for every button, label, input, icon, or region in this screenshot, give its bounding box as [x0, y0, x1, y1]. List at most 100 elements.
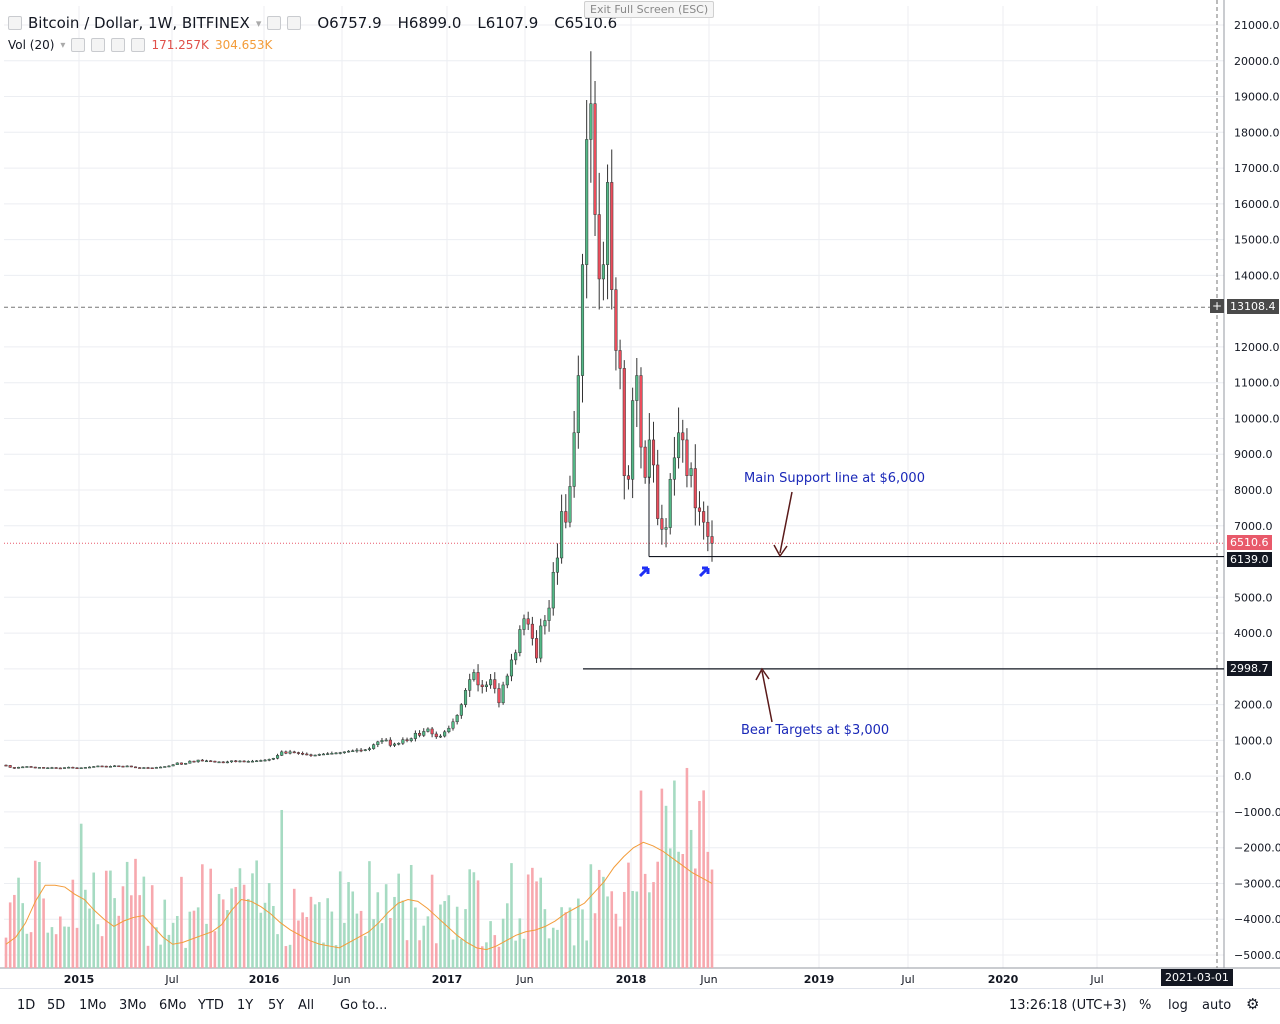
range-ytd-button[interactable]: YTD: [198, 998, 224, 1013]
settings-icon[interactable]: [267, 16, 282, 30]
volume-bar: [54, 934, 58, 968]
gear-icon[interactable]: ⚙: [1246, 995, 1260, 1013]
volume-bar: [59, 916, 62, 968]
volume-bar: [602, 876, 605, 968]
range-1d-button[interactable]: 1D: [17, 998, 36, 1013]
settings-icon[interactable]: [91, 38, 106, 52]
candle-body: [292, 751, 296, 754]
range-3mo-button[interactable]: 3Mo: [119, 998, 147, 1013]
x-tick-label: 2018: [616, 973, 647, 986]
candle-body: [668, 479, 672, 528]
volume-bar: [292, 888, 296, 968]
volume-bar: [564, 912, 568, 968]
candle-body: [610, 182, 614, 290]
volume-bar: [510, 863, 513, 968]
candle-body: [263, 759, 267, 762]
chevron-down-icon[interactable]: ▾: [60, 39, 66, 51]
collapse-legend-icon[interactable]: [8, 16, 22, 30]
candle-body: [443, 731, 447, 737]
volume-bar: [693, 868, 697, 968]
volume-bar: [409, 864, 413, 968]
volume-bar: [597, 869, 601, 968]
volume-bar: [159, 944, 162, 968]
volume-bar: [472, 872, 476, 968]
volume-bar: [13, 894, 16, 968]
close-icon[interactable]: [287, 16, 302, 30]
volume-bar: [506, 903, 509, 968]
volume-bar: [142, 876, 146, 968]
chart-legend: Bitcoin / Dollar, 1W, BITFINEX ▾ O6757.9…: [8, 14, 617, 32]
candle-body: [96, 765, 100, 768]
candle-body: [37, 767, 41, 769]
clock-display[interactable]: 13:26:18 (UTC+3): [1009, 998, 1127, 1013]
volume-bar: [217, 893, 221, 968]
volume-bar: [267, 883, 271, 968]
candle-body: [376, 741, 380, 745]
close-icon[interactable]: [131, 38, 146, 52]
support-price-badge: 6139.0: [1227, 552, 1272, 567]
candle-body: [505, 675, 509, 686]
exit-fullscreen-tooltip: Exit Full Screen (ESC): [584, 1, 715, 18]
auto-scale-toggle[interactable]: auto: [1202, 998, 1232, 1013]
candle-body: [150, 767, 154, 769]
range-6mo-button[interactable]: 6Mo: [159, 998, 187, 1013]
volume-bar: [405, 940, 409, 968]
add-alert-icon[interactable]: +: [1210, 299, 1224, 313]
x-tick-label: 2016: [249, 973, 280, 986]
y-tick-label: 17000.0: [1234, 162, 1280, 175]
candle-body: [564, 511, 568, 523]
volume-bar: [572, 945, 576, 968]
candle-body: [88, 766, 92, 769]
candle-body: [317, 754, 321, 756]
candle-body: [501, 684, 505, 704]
volume-bar: [63, 926, 66, 968]
candle-body: [568, 486, 572, 523]
y-tick-label: 19000.0: [1234, 91, 1280, 104]
candle-body: [184, 763, 188, 765]
range-1y-button[interactable]: 1Y: [237, 998, 254, 1013]
candle-body: [305, 753, 309, 756]
add-icon[interactable]: [111, 38, 126, 52]
volume-bar: [305, 917, 309, 968]
candle-body: [217, 761, 221, 764]
volume-bar: [209, 868, 212, 968]
volume-bar: [4, 937, 8, 968]
candle-body: [484, 684, 488, 687]
volume-bar: [134, 858, 137, 968]
candle-body: [463, 690, 468, 705]
volume-bar: [180, 876, 183, 968]
candle-body: [246, 761, 250, 763]
eye-icon[interactable]: [71, 38, 86, 52]
candle-body: [204, 760, 209, 763]
volume-bar: [606, 896, 609, 968]
volume-bar: [489, 921, 492, 968]
volume-bar: [581, 909, 584, 968]
volume-bar: [497, 946, 501, 968]
y-tick-label: 18000.0: [1234, 126, 1280, 139]
volume-bar: [201, 864, 204, 968]
volume-bar: [75, 927, 79, 968]
candle-body: [167, 765, 171, 768]
candle-body: [664, 527, 668, 530]
range-1mo-button[interactable]: 1Mo: [79, 998, 107, 1013]
volume-bar: [585, 940, 588, 968]
log-scale-toggle[interactable]: log: [1168, 998, 1188, 1013]
chevron-down-icon[interactable]: ▾: [255, 16, 262, 30]
volume-bar: [17, 877, 20, 968]
goto-date-button[interactable]: Go to...: [340, 998, 388, 1013]
candle-body: [192, 760, 196, 763]
volume-bar: [493, 935, 497, 968]
candle-body: [209, 760, 213, 763]
volume-bar: [355, 913, 359, 968]
range-5d-button[interactable]: 5D: [47, 998, 66, 1013]
price-chart[interactable]: 21000.0 20000.0 19000.0 18000.0 17000.0 16000…: [0, 0, 1280, 988]
volume-bar: [125, 861, 129, 968]
percent-scale-toggle[interactable]: %: [1139, 998, 1152, 1013]
volume-bar: [664, 805, 668, 968]
range-all-button[interactable]: All: [298, 998, 315, 1013]
range-5y-button[interactable]: 5Y: [268, 998, 285, 1013]
candle-body: [643, 446, 647, 478]
candle-body: [301, 753, 305, 755]
candle-body: [651, 439, 656, 466]
candle-body: [647, 439, 651, 478]
